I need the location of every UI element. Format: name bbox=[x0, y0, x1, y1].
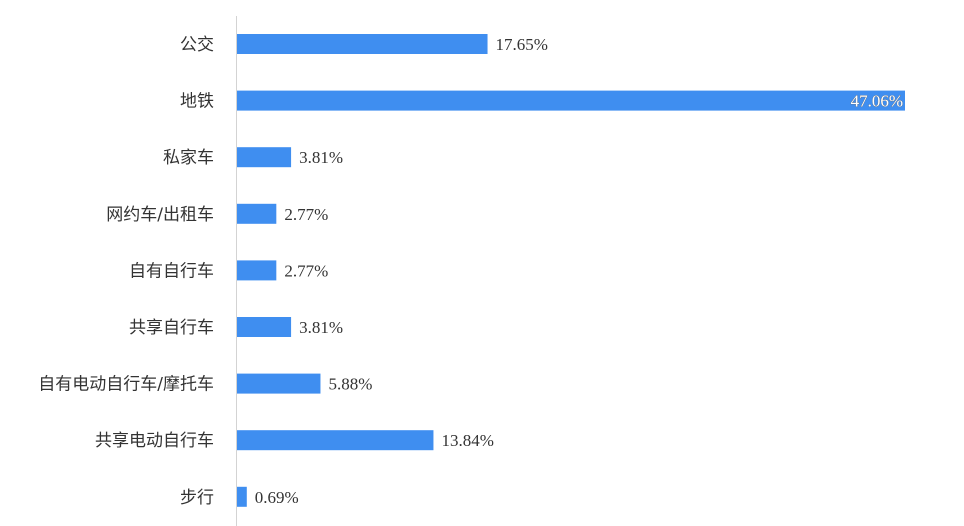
bar bbox=[237, 260, 277, 281]
value-label: 2.77% bbox=[284, 205, 328, 224]
category-label: 地铁 bbox=[180, 92, 214, 112]
bar bbox=[237, 90, 905, 111]
value-labels-group: 17.65% 47.06% 3.81% 2.77% 2.77% 3.81% 5.88% 13.… bbox=[255, 35, 904, 507]
bar bbox=[237, 373, 321, 394]
bar bbox=[237, 430, 434, 451]
category-label: 私家车 bbox=[163, 148, 214, 168]
value-label: 47.06% bbox=[851, 92, 903, 111]
value-label: 3.81% bbox=[299, 148, 343, 167]
category-label: 网约车/出租车 bbox=[106, 205, 214, 225]
value-label: 5.88% bbox=[328, 375, 372, 394]
value-label: 17.65% bbox=[496, 35, 548, 54]
value-label: 0.69% bbox=[255, 488, 299, 507]
bar bbox=[237, 147, 292, 168]
category-label: 自有电动自行车/摩托车 bbox=[38, 375, 214, 395]
category-label: 共享自行车 bbox=[129, 318, 214, 338]
value-label: 2.77% bbox=[284, 261, 328, 280]
bar bbox=[237, 34, 488, 54]
value-label: 3.81% bbox=[299, 318, 343, 337]
category-labels-group: 公交地铁私家车网约车/出租车自有自行车共享自行车自有电动自行车/摩托车共享电动自… bbox=[38, 35, 214, 508]
bar bbox=[237, 486, 247, 507]
category-label: 公交 bbox=[180, 35, 214, 55]
bars-group bbox=[237, 34, 905, 507]
category-label: 共享电动自行车 bbox=[95, 431, 214, 451]
value-label: 13.84% bbox=[441, 431, 493, 450]
category-label: 步行 bbox=[180, 488, 214, 508]
bar bbox=[237, 203, 277, 224]
category-label: 自有自行车 bbox=[129, 261, 214, 281]
bar bbox=[237, 317, 292, 337]
